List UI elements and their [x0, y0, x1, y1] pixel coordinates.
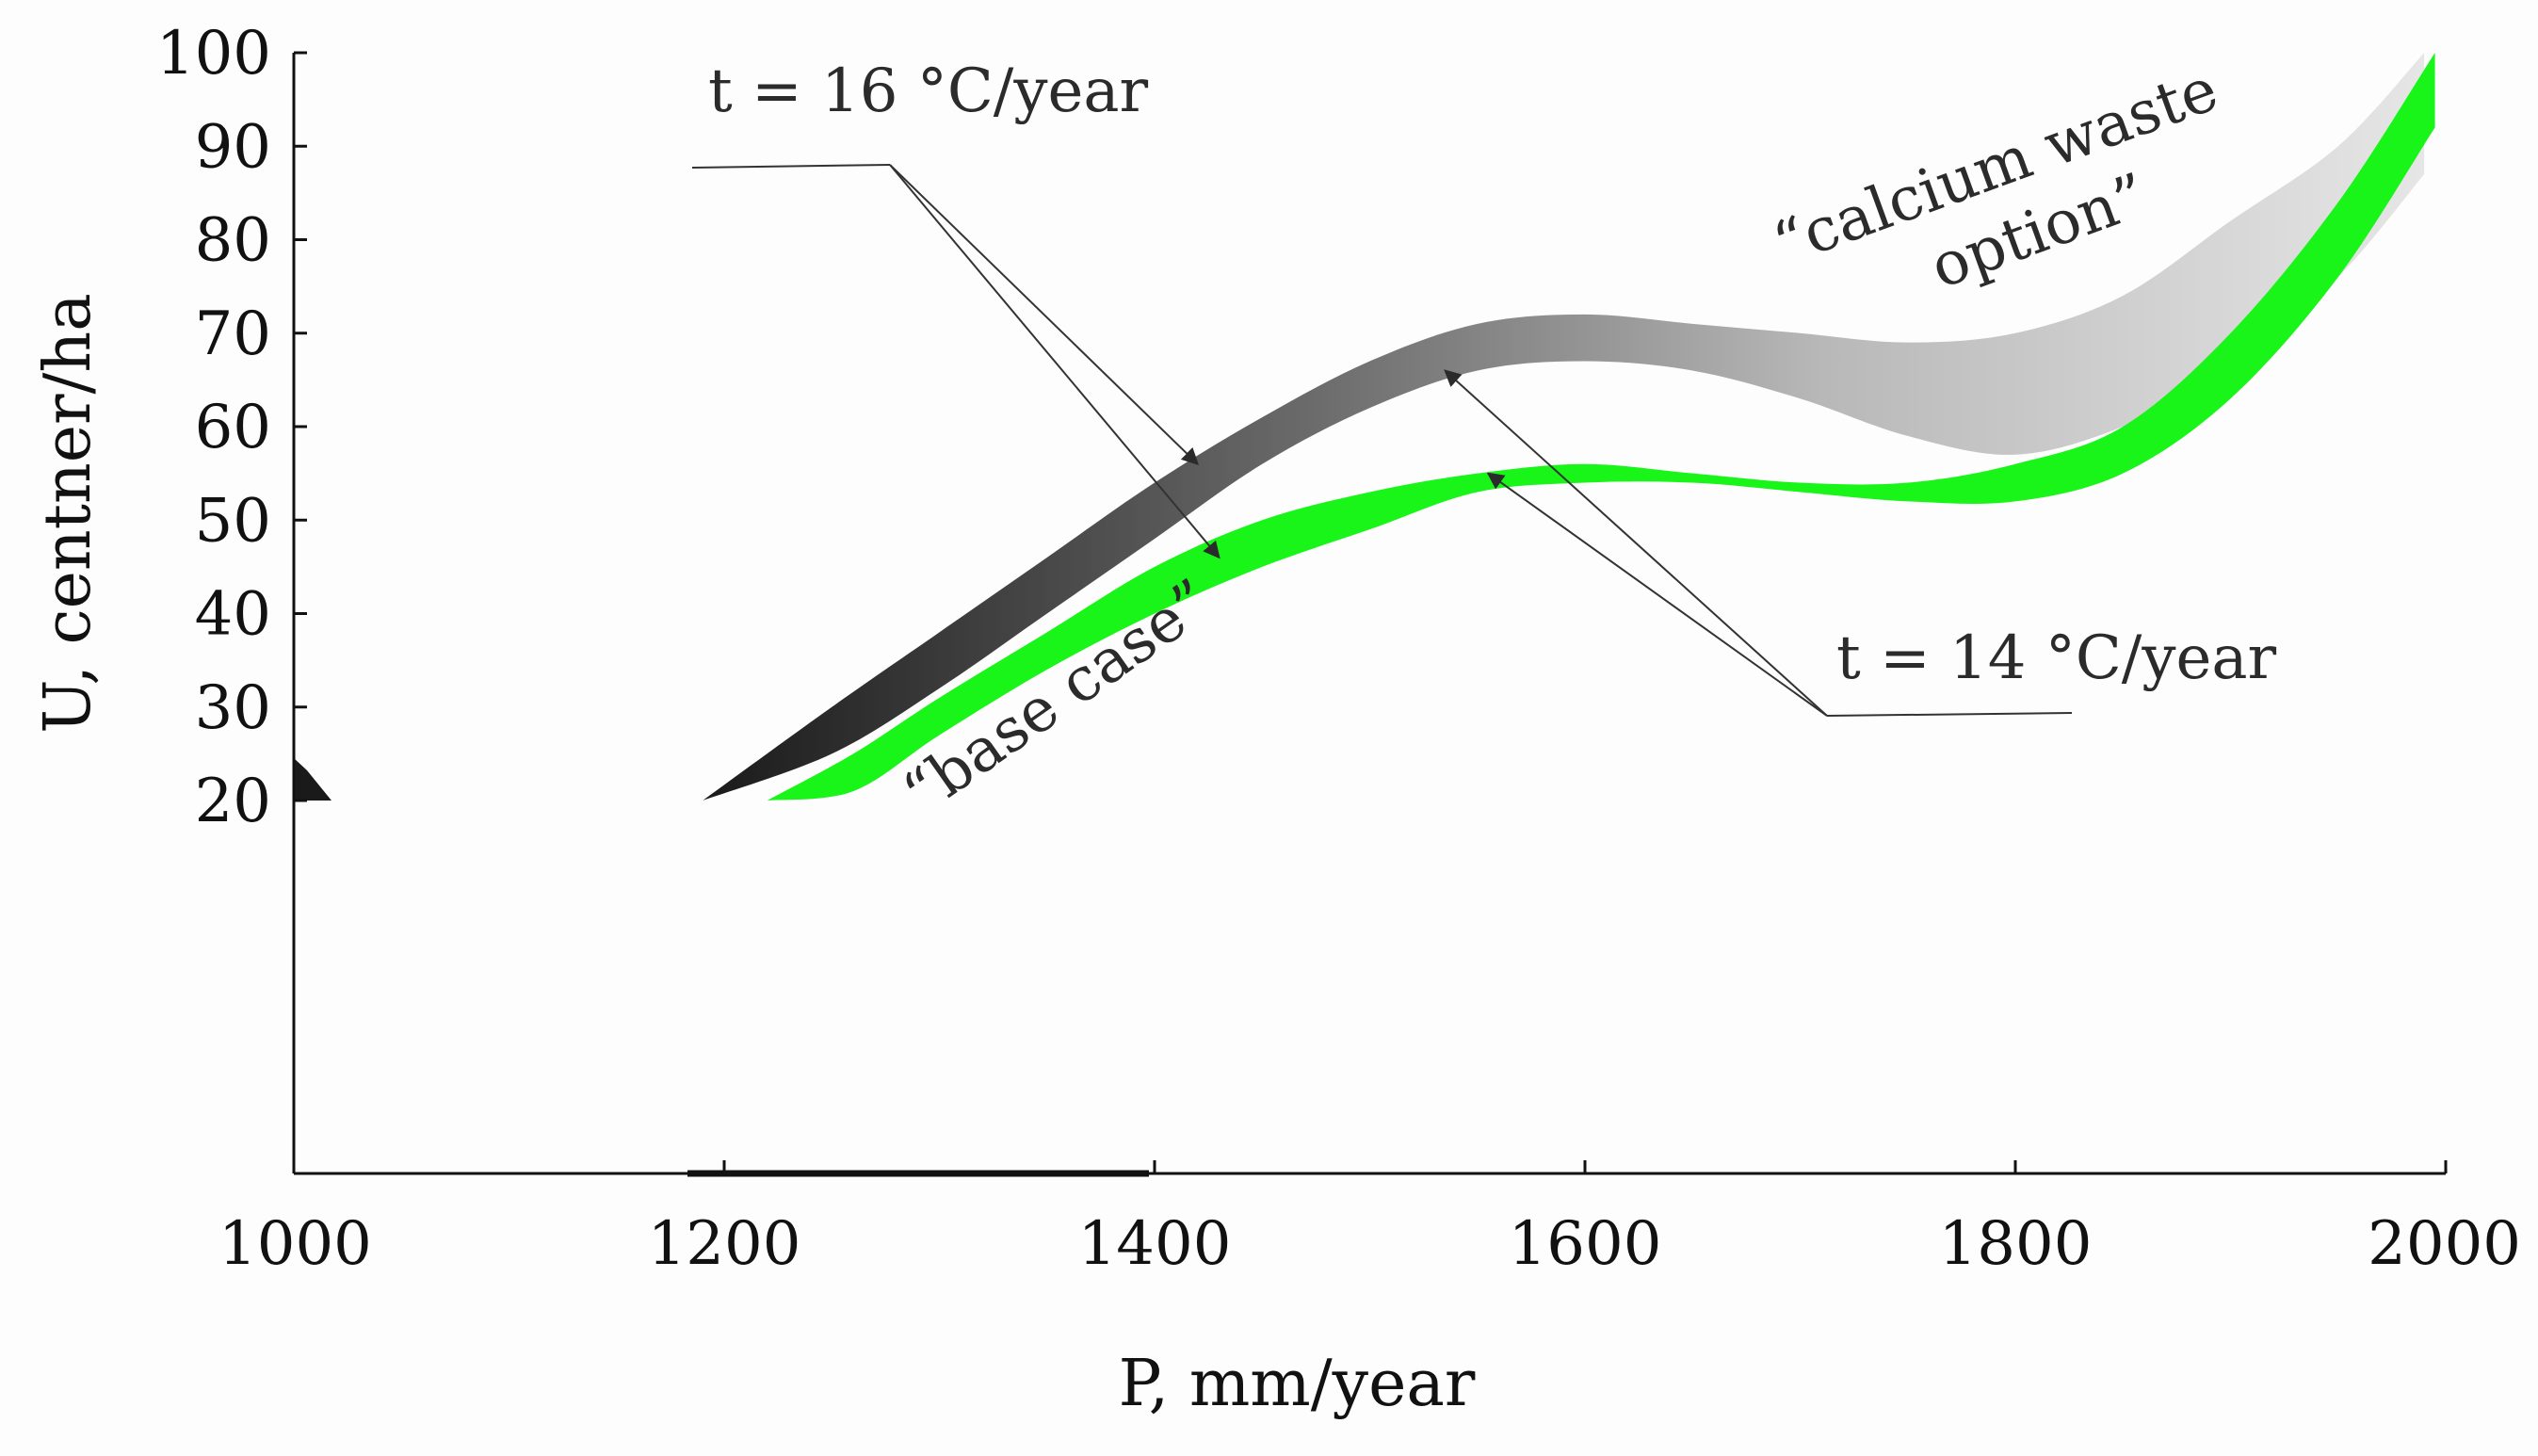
x-tick-label: 2000 [2368, 1209, 2521, 1279]
y-tick-label: 100 [156, 19, 271, 89]
annotation-t16-arrow-base [889, 164, 1221, 559]
annotation-t14-leader [1826, 712, 2073, 717]
y-ticks: 100 90 80 70 60 50 40 30 20 [156, 19, 307, 836]
x-tick-label: 1800 [1939, 1209, 2093, 1279]
annotation-t16-label: t = 16 °C/year [708, 57, 1149, 126]
y-tick-label: 70 [195, 299, 271, 369]
y-tick-label: 60 [195, 393, 271, 462]
series-band-calcium-waste-option [703, 53, 2425, 801]
y-tick-label: 30 [195, 673, 271, 743]
annotation-t14-arrow-calcium [1444, 369, 1828, 717]
x-tick-label: 1200 [648, 1209, 801, 1279]
series-band-base-case [767, 53, 2435, 801]
y-tick-label: 40 [195, 580, 271, 650]
y-tick-label: 20 [195, 767, 271, 836]
annotation-t16-arrow-calcium [889, 164, 1199, 465]
x-axis-title: P, mm/year [1119, 1347, 1476, 1421]
series-bands [703, 53, 2435, 801]
x-ticks: 1000 1200 1400 1600 1800 2000 [218, 1160, 2521, 1279]
x-tick-label: 1400 [1078, 1209, 1232, 1279]
annotation-t16: t = 16 °C/year [691, 57, 1221, 559]
y-tick-label: 80 [195, 206, 271, 276]
annotation-t16-leader [691, 164, 891, 169]
x-tick-label: 1600 [1509, 1209, 1662, 1279]
y-axis-title: U, centner/ha [31, 293, 105, 734]
axes: 100 90 80 70 60 50 40 30 20 1000 1200 1400 1600 1800… [156, 19, 2521, 1279]
annotation-t14-arrow-base [1486, 472, 1828, 717]
x-tick-label: 1000 [218, 1209, 372, 1279]
axis-artifact-marker [294, 758, 331, 801]
annotation-t14-label: t = 14 °C/year [1836, 623, 2277, 693]
y-tick-label: 90 [195, 112, 271, 182]
y-tick-label: 50 [195, 486, 271, 556]
annotation-t14: t = 14 °C/year [1444, 369, 2277, 717]
